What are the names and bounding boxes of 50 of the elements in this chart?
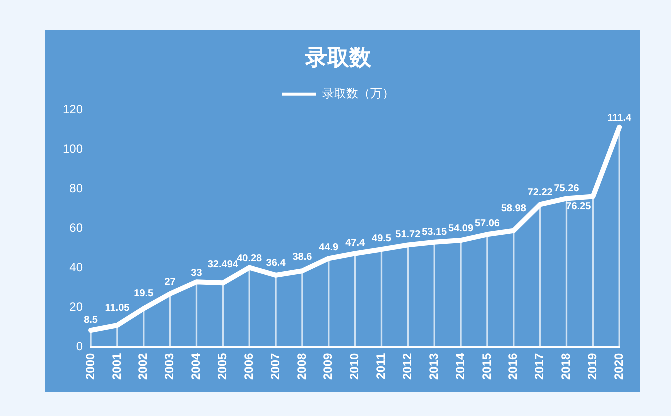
data-label: 11.05 (105, 302, 130, 314)
x-tick-label: 2012 (400, 352, 414, 380)
chart-title: 录取数 (304, 44, 372, 71)
x-tick-label: 2005 (215, 352, 230, 380)
data-label: 38.6 (292, 252, 313, 263)
x-tick-label: 2006 (242, 352, 256, 380)
data-label: 44.9 (319, 242, 340, 254)
data-label: 57.06 (474, 218, 500, 230)
y-tick-label: 80 (70, 182, 84, 196)
x-tick-label: 2007 (268, 352, 282, 380)
x-tick-label: 2020 (612, 352, 626, 380)
x-tick-label: 2009 (321, 352, 336, 380)
data-label: 58.98 (501, 203, 527, 214)
y-tick-label: 120 (62, 102, 84, 117)
data-label: 75.26 (554, 183, 580, 194)
data-label: 53.15 (422, 227, 448, 238)
x-tick-label: 2001 (110, 352, 124, 380)
y-tick-label: 60 (70, 221, 84, 236)
data-label: 49.5 (372, 234, 392, 245)
data-label: 19.5 (134, 288, 154, 300)
x-tick-label: 2010 (348, 352, 362, 380)
x-tick-label: 2013 (426, 352, 441, 380)
x-tick-label: 2018 (559, 352, 574, 380)
data-label: 111.4 (608, 113, 632, 124)
y-tick-label: 100 (62, 142, 84, 156)
data-label: 51.72 (396, 230, 422, 241)
x-tick-label: 2003 (162, 352, 177, 380)
data-label: 40.28 (237, 254, 263, 265)
data-label: 54.09 (448, 223, 474, 234)
x-tick-label: 2019 (585, 352, 600, 380)
data-label: 47.4 (346, 238, 366, 249)
data-label: 8.5 (84, 314, 98, 326)
y-tick-label: 40 (70, 260, 84, 275)
x-tick-label: 2000 (83, 352, 98, 380)
data-label: 36.4 (266, 258, 286, 270)
data-label: 32.494 (208, 259, 239, 270)
y-tick-label: 0 (76, 340, 84, 354)
x-tick-label: 2002 (136, 352, 150, 380)
data-label: 27 (164, 276, 176, 288)
data-label: 33 (191, 268, 203, 279)
x-tick-label: 2004 (189, 352, 204, 380)
x-tick-label: 2014 (453, 352, 468, 380)
x-tick-label: 2017 (532, 352, 547, 380)
y-tick-label: 20 (70, 300, 84, 314)
data-label: 72.22 (528, 187, 554, 198)
x-tick-label: 2008 (294, 352, 309, 380)
x-tick-label: 2011 (374, 352, 388, 380)
x-tick-label: 2016 (506, 352, 520, 380)
legend-label: 录取数（万） (322, 86, 394, 101)
x-tick-label: 2015 (480, 352, 494, 380)
